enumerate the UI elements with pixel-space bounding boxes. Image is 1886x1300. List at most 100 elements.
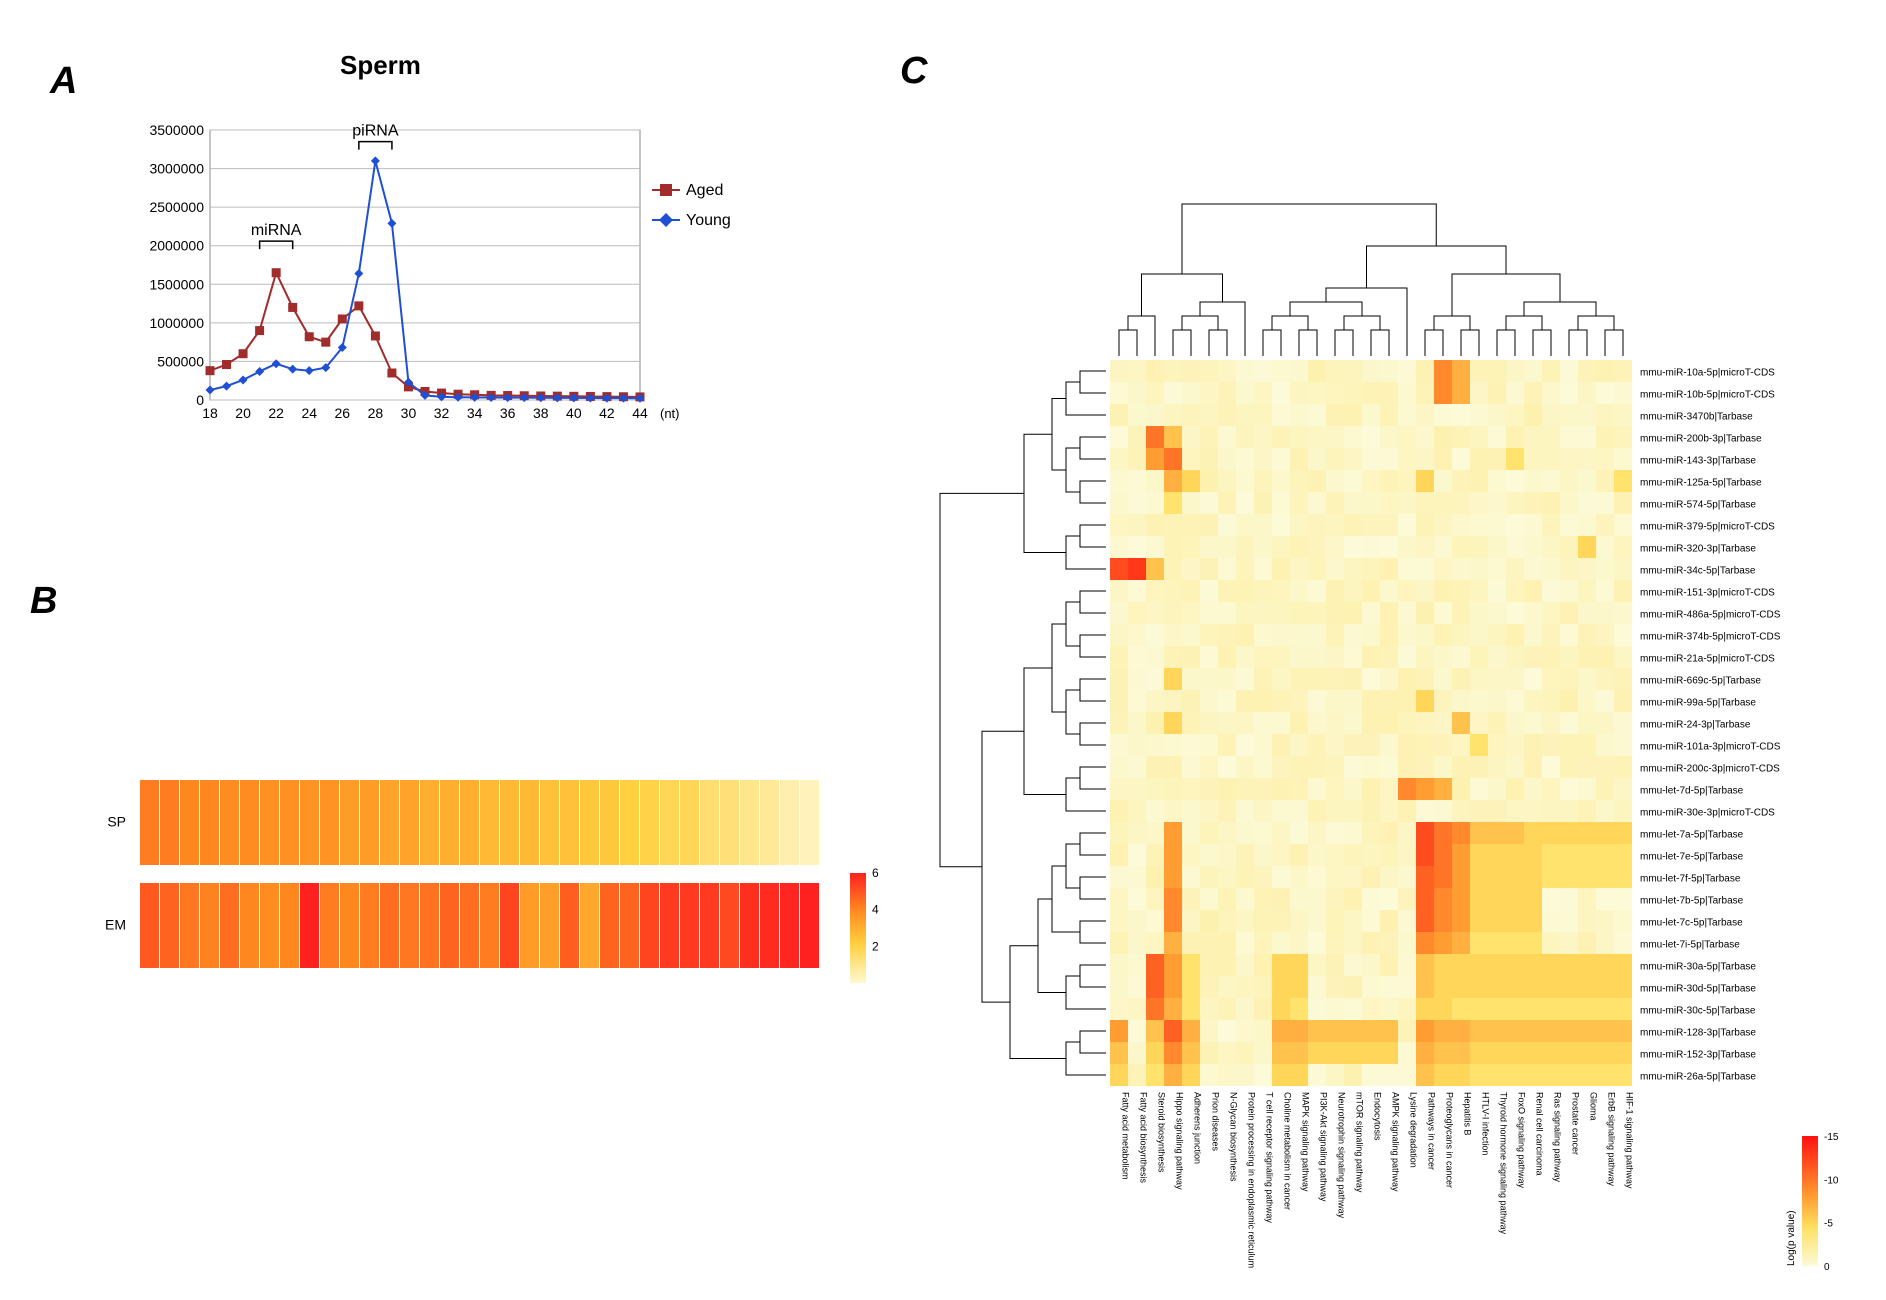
- svg-text:AMPK signaling pathway: AMPK signaling pathway: [1391, 1092, 1401, 1192]
- svg-text:0: 0: [1824, 1262, 1830, 1273]
- svg-text:ErbB signaling pathway: ErbB signaling pathway: [1607, 1092, 1617, 1187]
- svg-text:mmu-miR-320-3p|Tarbase: mmu-miR-320-3p|Tarbase: [1640, 543, 1756, 554]
- svg-text:mmu-miR-30a-5p|Tarbase: mmu-miR-30a-5p|Tarbase: [1640, 961, 1756, 972]
- svg-text:Ras signaling pathway: Ras signaling pathway: [1553, 1092, 1563, 1183]
- svg-text:SP: SP: [107, 814, 126, 830]
- svg-text:mmu-let-7i-5p|Tarbase: mmu-let-7i-5p|Tarbase: [1640, 939, 1740, 950]
- svg-text:mmu-let-7d-5p|Tarbase: mmu-let-7d-5p|Tarbase: [1640, 785, 1744, 796]
- svg-text:6: 6: [872, 866, 879, 880]
- svg-text:EM: EM: [105, 917, 126, 933]
- svg-text:mmu-miR-374b-5p|microT-CDS: mmu-miR-374b-5p|microT-CDS: [1640, 631, 1781, 642]
- panel-b-label: B: [30, 580, 57, 623]
- svg-text:Hippo signaling pathway: Hippo signaling pathway: [1175, 1092, 1185, 1190]
- svg-text:mmu-miR-379-5p|microT-CDS: mmu-miR-379-5p|microT-CDS: [1640, 521, 1775, 532]
- svg-text:(nt): (nt): [660, 406, 680, 421]
- svg-text:Choline metabolism in cancer: Choline metabolism in cancer: [1283, 1092, 1293, 1210]
- svg-text:500000: 500000: [157, 353, 204, 369]
- panel-a: A Sperm 05000001000000150000020000002500…: [60, 50, 760, 450]
- svg-text:FoxO signaling pathway: FoxO signaling pathway: [1517, 1092, 1527, 1189]
- svg-text:mmu-miR-125a-5p|Tarbase: mmu-miR-125a-5p|Tarbase: [1640, 477, 1762, 488]
- svg-text:Log(p value): Log(p value): [1786, 1210, 1797, 1266]
- svg-text:mmu-miR-200b-3p|Tarbase: mmu-miR-200b-3p|Tarbase: [1640, 433, 1762, 444]
- svg-text:mmu-let-7c-5p|Tarbase: mmu-let-7c-5p|Tarbase: [1640, 917, 1743, 928]
- svg-text:T cell receptor signaling path: T cell receptor signaling pathway: [1265, 1092, 1275, 1223]
- svg-text:38: 38: [533, 405, 549, 421]
- svg-text:mmu-miR-30d-5p|Tarbase: mmu-miR-30d-5p|Tarbase: [1640, 983, 1756, 994]
- svg-text:2000000: 2000000: [149, 238, 204, 254]
- svg-text:Hepatitis B: Hepatitis B: [1463, 1092, 1473, 1136]
- svg-text:mmu-miR-10b-5p|microT-CDS: mmu-miR-10b-5p|microT-CDS: [1640, 389, 1775, 400]
- svg-text:HIF-1 signaling pathway: HIF-1 signaling pathway: [1625, 1092, 1635, 1189]
- svg-text:mmu-miR-30e-3p|microT-CDS: mmu-miR-30e-3p|microT-CDS: [1640, 807, 1775, 818]
- svg-text:mmu-miR-99a-5p|Tarbase: mmu-miR-99a-5p|Tarbase: [1640, 697, 1756, 708]
- svg-text:-15: -15: [1824, 1132, 1839, 1143]
- svg-text:mmu-miR-3470b|Tarbase: mmu-miR-3470b|Tarbase: [1640, 411, 1753, 422]
- svg-text:N-Glycan biosynthesis: N-Glycan biosynthesis: [1229, 1092, 1239, 1182]
- svg-text:Thyroid hormone signaling path: Thyroid hormone signaling pathway: [1499, 1092, 1509, 1235]
- svg-text:mmu-let-7e-5p|Tarbase: mmu-let-7e-5p|Tarbase: [1640, 851, 1744, 862]
- svg-text:Pathways in cancer: Pathways in cancer: [1427, 1092, 1437, 1170]
- svg-text:28: 28: [368, 405, 384, 421]
- svg-text:3000000: 3000000: [149, 161, 204, 177]
- svg-text:Fatty acid metabolism: Fatty acid metabolism: [1121, 1092, 1131, 1180]
- svg-text:32: 32: [434, 405, 450, 421]
- svg-text:mmu-miR-34c-5p|Tarbase: mmu-miR-34c-5p|Tarbase: [1640, 565, 1756, 576]
- svg-text:Young: Young: [686, 212, 731, 229]
- svg-text:Lysine degradation: Lysine degradation: [1409, 1092, 1419, 1168]
- svg-text:mmu-let-7f-5p|Tarbase: mmu-let-7f-5p|Tarbase: [1640, 873, 1741, 884]
- svg-text:26: 26: [335, 405, 351, 421]
- svg-text:Protein processing in endoplas: Protein processing in endoplasmic reticu…: [1247, 1092, 1257, 1268]
- svg-text:MAPK signaling pathway: MAPK signaling pathway: [1301, 1092, 1311, 1192]
- panel-c-label: C: [900, 50, 927, 93]
- svg-text:piRNA: piRNA: [352, 123, 399, 140]
- svg-text:mmu-miR-151-3p|microT-CDS: mmu-miR-151-3p|microT-CDS: [1640, 587, 1775, 598]
- svg-text:PI3K-Akt signaling pathway: PI3K-Akt signaling pathway: [1319, 1092, 1329, 1202]
- sp-em-heatmap: mmu-miR-128-3pmmu-miR-125a-5pmmu-let-7a-…: [100, 780, 930, 1260]
- svg-text:1500000: 1500000: [149, 276, 204, 292]
- svg-text:mmu-miR-10a-5p|microT-CDS: mmu-miR-10a-5p|microT-CDS: [1640, 367, 1775, 378]
- svg-text:40: 40: [566, 405, 582, 421]
- svg-text:Neurotrophin signaling pathway: Neurotrophin signaling pathway: [1337, 1092, 1347, 1219]
- svg-text:mmu-let-7a-5p|Tarbase: mmu-let-7a-5p|Tarbase: [1640, 829, 1744, 840]
- svg-text:mmu-miR-26a-5p|Tarbase: mmu-miR-26a-5p|Tarbase: [1640, 1071, 1756, 1082]
- svg-text:mmu-miR-574-5p|Tarbase: mmu-miR-574-5p|Tarbase: [1640, 499, 1756, 510]
- svg-text:1000000: 1000000: [149, 315, 204, 331]
- svg-text:mmu-miR-143-3p|Tarbase: mmu-miR-143-3p|Tarbase: [1640, 455, 1756, 466]
- svg-text:mmu-miR-669c-5p|Tarbase: mmu-miR-669c-5p|Tarbase: [1640, 675, 1761, 686]
- svg-text:20: 20: [235, 405, 251, 421]
- svg-text:mmu-let-7b-5p|Tarbase: mmu-let-7b-5p|Tarbase: [1640, 895, 1744, 906]
- svg-text:mmu-miR-21a-5p|microT-CDS: mmu-miR-21a-5p|microT-CDS: [1640, 653, 1775, 664]
- svg-text:34: 34: [467, 405, 483, 421]
- svg-text:Glioma: Glioma: [1589, 1092, 1599, 1121]
- svg-text:3500000: 3500000: [149, 122, 204, 138]
- svg-text:mmu-miR-200c-3p|microT-CDS: mmu-miR-200c-3p|microT-CDS: [1640, 763, 1780, 774]
- svg-text:42: 42: [599, 405, 615, 421]
- svg-text:Prion diseases: Prion diseases: [1211, 1092, 1221, 1152]
- svg-text:mmu-miR-486a-5p|microT-CDS: mmu-miR-486a-5p|microT-CDS: [1640, 609, 1781, 620]
- svg-text:mmu-miR-30c-5p|Tarbase: mmu-miR-30c-5p|Tarbase: [1640, 1005, 1756, 1016]
- svg-text:mmu-miR-128-3p|Tarbase: mmu-miR-128-3p|Tarbase: [1640, 1027, 1756, 1038]
- svg-text:36: 36: [500, 405, 516, 421]
- svg-text:2: 2: [872, 939, 879, 953]
- svg-text:2500000: 2500000: [149, 199, 204, 215]
- svg-text:HTLV-I infection: HTLV-I infection: [1481, 1092, 1491, 1155]
- sperm-line-chart: 0500000100000015000002000000250000030000…: [140, 90, 740, 430]
- panel-a-label: A: [50, 60, 77, 103]
- panel-c: C mmu-miR-10a-5p|microT-CDS mmu-miR-10b-5…: [900, 20, 1860, 1280]
- svg-text:mmu-miR-24-3p|Tarbase: mmu-miR-24-3p|Tarbase: [1640, 719, 1751, 730]
- svg-text:18: 18: [202, 405, 218, 421]
- svg-text:Adherens junction: Adherens junction: [1193, 1092, 1203, 1164]
- svg-text:Renal cell carcinoma: Renal cell carcinoma: [1535, 1092, 1545, 1176]
- svg-text:Prostate cancer: Prostate cancer: [1571, 1092, 1581, 1155]
- svg-text:miRNA: miRNA: [251, 222, 302, 239]
- clustered-heatmap: mmu-miR-10a-5p|microT-CDS mmu-miR-10b-5p|…: [930, 50, 1886, 1300]
- svg-text:22: 22: [268, 405, 284, 421]
- svg-text:Fatty acid biosynthesis: Fatty acid biosynthesis: [1139, 1092, 1149, 1184]
- svg-text:-5: -5: [1824, 1219, 1833, 1230]
- svg-text:mTOR signaling pathway: mTOR signaling pathway: [1355, 1092, 1365, 1193]
- svg-text:4: 4: [872, 903, 879, 917]
- svg-text:-10: -10: [1824, 1175, 1839, 1186]
- svg-text:Steroid biosynthesis: Steroid biosynthesis: [1157, 1092, 1167, 1173]
- svg-text:24: 24: [301, 405, 317, 421]
- svg-text:mmu-miR-101a-3p|microT-CDS: mmu-miR-101a-3p|microT-CDS: [1640, 741, 1781, 752]
